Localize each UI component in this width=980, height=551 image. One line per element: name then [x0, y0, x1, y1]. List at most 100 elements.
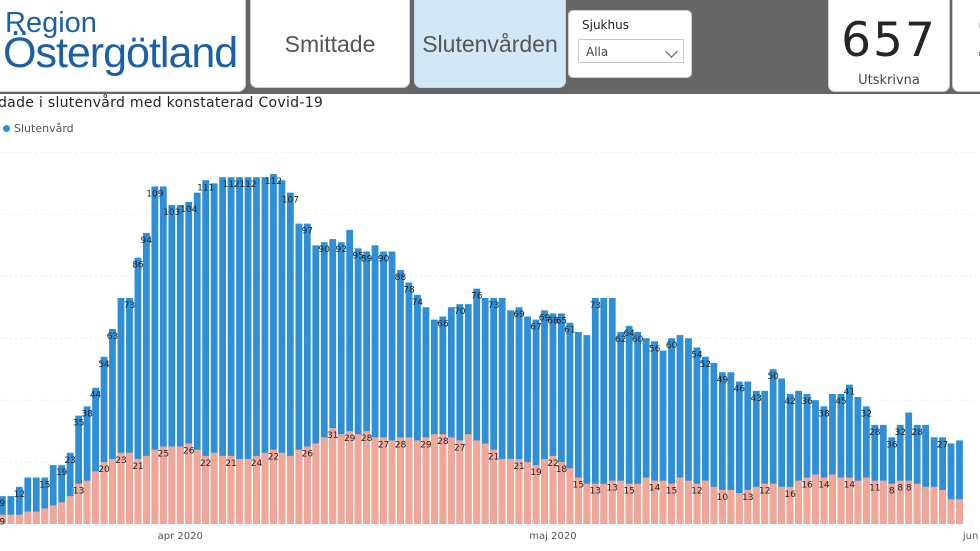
bar-sub — [92, 471, 99, 524]
data-label-total: 49 — [717, 375, 729, 385]
data-label-sub: 22 — [268, 453, 279, 463]
bar-total — [422, 307, 430, 524]
data-label-sub: 11 — [869, 484, 880, 494]
data-label-total: 42 — [784, 397, 795, 407]
bar-total — [278, 180, 286, 525]
bar-sub — [702, 480, 709, 524]
bar-sub — [219, 455, 227, 524]
data-label-sub: 15 — [573, 481, 584, 491]
chevron-down-icon — [665, 45, 678, 58]
bar-total — [558, 313, 565, 524]
bar-total — [829, 393, 836, 524]
data-label-sub: 9 — [0, 518, 6, 528]
bar-sub — [371, 437, 379, 524]
bar-sub — [566, 468, 574, 524]
bar-total — [0, 496, 6, 524]
data-label-sub: 20 — [98, 465, 110, 475]
bar-total — [930, 437, 938, 524]
data-label-total: 69 — [539, 313, 551, 323]
bar-total — [126, 297, 133, 524]
bar-sub — [608, 480, 616, 524]
bar-sub — [947, 499, 955, 524]
bar-sub — [456, 440, 464, 524]
bar-total — [346, 229, 354, 524]
bar-total — [447, 307, 455, 524]
bar-sub — [168, 446, 176, 524]
bar-total — [744, 381, 752, 524]
bar-sub — [922, 486, 930, 524]
bar-sub — [879, 480, 887, 524]
data-label-total: 19 — [56, 468, 68, 478]
data-label-sub: 18 — [556, 465, 568, 475]
bar-total — [464, 304, 472, 524]
bar-sub — [24, 511, 32, 524]
bar-sub — [109, 458, 116, 524]
data-label-total: 32 — [894, 428, 905, 438]
data-labels-sub: 9 13 20 23 21 25 26 22 21 24 22 26 31 29 28 27 28 29 28 27 2… — [0, 431, 912, 528]
bar-sub — [15, 514, 23, 524]
bar-sub — [320, 437, 328, 524]
data-label-total: 64 — [623, 329, 635, 339]
bar-total — [541, 310, 548, 524]
bars-sub-series — [0, 428, 963, 524]
bar-sub — [820, 477, 828, 524]
data-label-total: 54 — [691, 350, 703, 360]
bar-sub — [930, 486, 938, 524]
data-label-sub: 21 — [132, 462, 143, 472]
bar-sub — [185, 443, 193, 524]
bar-sub — [270, 449, 277, 524]
bar-sub — [498, 458, 506, 524]
data-label-total: 92 — [335, 245, 346, 255]
bar-sub — [312, 443, 320, 524]
bar-sub — [786, 486, 794, 524]
data-label-sub: 13 — [590, 487, 601, 497]
bar-total — [922, 424, 930, 524]
bar-total — [210, 183, 218, 524]
filter-label: Sjukhus — [582, 18, 629, 32]
data-label-total: 68 — [547, 316, 559, 326]
bar-total — [151, 186, 159, 525]
bar-sub — [574, 477, 582, 524]
bar-total — [778, 378, 786, 524]
bar-sub — [414, 440, 421, 524]
x-tick-label: jun 2020 — [962, 531, 980, 542]
tab-smittade[interactable]: Smittade — [250, 0, 410, 88]
bar-total — [896, 424, 904, 524]
bar-total — [718, 372, 726, 524]
tab-slutenvarden[interactable]: Slutenvården — [414, 0, 566, 88]
bar-total — [142, 232, 150, 524]
data-label-sub: 8 — [897, 484, 903, 494]
bar-sub — [659, 480, 667, 524]
bar-total — [312, 245, 320, 524]
bar-total — [49, 465, 57, 524]
bar-total — [634, 332, 642, 524]
bar-sub — [862, 477, 870, 524]
hospital-dropdown[interactable]: Alla — [578, 39, 684, 63]
bar-total — [625, 325, 633, 524]
bar-total — [244, 177, 252, 524]
bar-total — [473, 288, 481, 524]
data-label-total: 12 — [14, 490, 25, 500]
data-label-sub: 16 — [801, 481, 813, 491]
data-label-total: 60 — [632, 335, 644, 345]
bar-total — [939, 437, 946, 524]
data-label-total: 38 — [81, 409, 93, 419]
bar-sub — [83, 480, 91, 524]
bar-total — [430, 319, 438, 524]
bar-sub — [278, 452, 286, 524]
bar-total — [608, 297, 616, 524]
bar-sub — [41, 508, 49, 524]
bar-total — [92, 387, 99, 524]
bar-total — [735, 381, 743, 524]
bar-sub — [481, 443, 489, 524]
bars-total-series — [0, 174, 963, 525]
bar-sub — [617, 480, 625, 524]
logo-card: Region Östergötland — [0, 0, 246, 92]
data-label-total: 73 — [124, 301, 135, 311]
bar-total — [549, 313, 557, 524]
bar-sub — [507, 458, 514, 524]
bar-total — [414, 294, 421, 524]
bar-total — [795, 390, 802, 524]
bar-sub — [685, 480, 692, 524]
bar-sub — [600, 483, 608, 524]
